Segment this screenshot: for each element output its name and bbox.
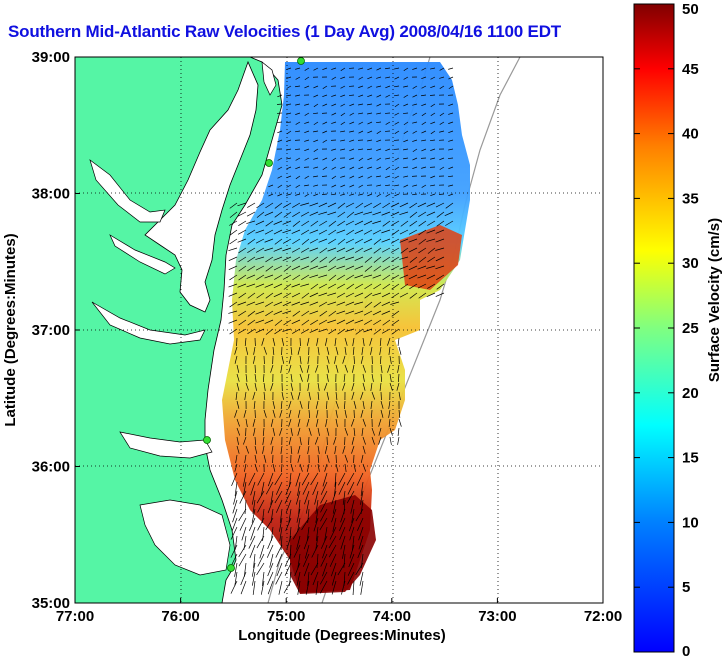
x-tick-label: 74:00 [373,608,411,625]
x-axis-label: Longitude (Degrees:Minutes) [238,627,446,644]
colorbar-tick-label: 50 [682,1,699,18]
colorbar-label: Surface Velocity (cm/s) [706,218,723,382]
gridlines [75,57,603,603]
chesapeake-bay [144,60,259,313]
delaware-bay [261,61,277,96]
pamlico-sound [139,499,231,576]
x-tick-label: 73:00 [478,608,516,625]
y-tick-label: 36:00 [32,459,70,476]
velocity-vectors [228,67,454,595]
colorbar-tick-label: 0 [682,643,690,659]
y-tick-label: 39:00 [32,49,70,66]
colorbar-tick-label: 45 [682,61,699,78]
james-river [91,301,206,345]
colorbar-tick-label: 35 [682,190,699,207]
y-axis-ticks: 39:00 38:00 37:00 36:00 35:00 [32,49,80,612]
colorbar-tick-label: 10 [682,514,699,531]
y-tick-label: 35:00 [32,595,70,612]
x-tick-label: 76:00 [161,608,199,625]
y-tick-label: 38:00 [32,186,70,203]
y-tick-label: 37:00 [32,322,70,339]
x-tick-label: 77:00 [56,608,94,625]
colorbar-tick-label: 20 [682,385,699,402]
x-axis-ticks: 77:00 76:00 75:00 74:00 73:00 72:00 [56,598,622,625]
albemarle-sound [119,431,213,459]
x-tick-label: 75:00 [267,608,305,625]
hatteras-jet [290,495,376,594]
velocity-field [222,62,470,593]
colorbar-tick-label: 5 [682,579,690,596]
hotspot-east [400,225,462,290]
x-tick-label: 72:00 [584,608,622,625]
y-axis-label: Latitude (Degrees:Minutes) [2,233,19,426]
colorbar-tick-label: 15 [682,450,699,467]
map-title: Southern Mid-Atlantic Raw Velocities (1 … [8,22,561,41]
colorbar-tick-label: 40 [682,126,699,143]
hf-radar-stations [203,57,305,572]
potomac-river [89,159,166,223]
colorbar-tick-label: 25 [682,320,699,337]
colorbar-tick-label: 30 [682,255,699,272]
rappahannock-river [109,234,176,275]
